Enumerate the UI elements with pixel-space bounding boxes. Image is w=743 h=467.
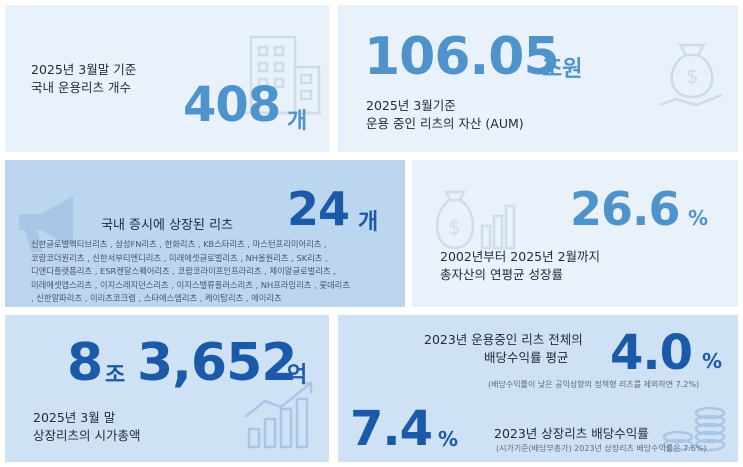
panel6-unit2: % bbox=[438, 427, 459, 451]
listed-reits-panel: 국내 증시에 상장된 리츠 24 개 신한글로벌액티브리츠 , 삼성FN리츠 ,… bbox=[5, 160, 405, 307]
panel5-line1: 2025년 3월 말 bbox=[33, 410, 116, 425]
names-line: 코람코더원리츠 , 신한서부티엔디리츠 , 미래에셋글로벌리츠 , NH올원리츠… bbox=[31, 252, 328, 263]
panel4-value: 26.6 bbox=[570, 182, 680, 236]
panel6-unit: % bbox=[702, 349, 723, 373]
panel1-line2: 국내 운용리츠 개수 bbox=[31, 80, 131, 95]
panel5-line2: 상장리츠의 시가총액 bbox=[33, 428, 141, 443]
panel2-unit: 조원 bbox=[542, 57, 583, 82]
growth-chart-icon bbox=[244, 381, 313, 449]
market-cap-panel: 8 조 3,652 억 2025년 3월 말 상장리츠의 시가총액 bbox=[5, 315, 329, 462]
panel5-unit-b: 억 bbox=[287, 363, 308, 388]
panel1-value: 408 bbox=[183, 77, 281, 133]
panel1-unit: 개 bbox=[287, 109, 308, 134]
panel1-line1: 2025년 3월말 기준 bbox=[31, 62, 137, 77]
svg-text:$: $ bbox=[448, 215, 461, 239]
coins-icon bbox=[662, 406, 726, 452]
dividend-yield-panel: 2023년 운용중인 리츠 전체의 배당수익률 평균 4.0 % (배당수익률이… bbox=[338, 315, 738, 462]
panel4-unit: % bbox=[688, 206, 709, 230]
panel2-line2: 운용 중인 리츠의 자산 (AUM) bbox=[366, 116, 524, 131]
growth-rate-panel: $ 26.6 % 2002년부터 2025년 2월까지 총자산의 연평균 성장률 bbox=[412, 160, 738, 307]
names-line: 미래에셋맵스리츠 , 이지스레지던스리츠 , 이지스밸류플러스리츠 , NH프라… bbox=[31, 279, 350, 290]
listed-reits-names: 신한글로벌액티브리츠 , 삼성FN리츠 , 한화리츠 , KB스타리츠 , 마스… bbox=[31, 238, 361, 306]
panel6-note2: (시가기준(배당부총가) 2023년 상장리츠 배당수익률은 7.6%) bbox=[496, 444, 707, 453]
svg-text:$: $ bbox=[686, 64, 699, 88]
panel3-title: 국내 증시에 상장된 리츠 bbox=[101, 218, 233, 233]
aum-assets-panel: $ 106.05 조원 2025년 3월기준 운용 중인 리츠의 자산 (AUM… bbox=[338, 5, 738, 152]
panel2-value: 106.05 bbox=[364, 27, 560, 87]
panel5-value-b: 3,652 bbox=[137, 333, 297, 393]
panel6-line2: 배당수익률 평균 bbox=[484, 350, 569, 365]
panel2-line1: 2025년 3월기준 bbox=[366, 98, 456, 113]
money-hand-icon: $ bbox=[659, 43, 723, 107]
megaphone-icon bbox=[19, 196, 73, 252]
panel3-unit: 개 bbox=[358, 210, 379, 235]
money-bag-chart-icon: $ bbox=[435, 190, 516, 250]
panel6-value: 4.0 bbox=[610, 325, 693, 381]
panel5-value-a: 8 bbox=[67, 333, 103, 393]
names-line: 디앤디플랫폼리츠 , ESR켄달스퀘어리츠 , 코람코라이프인프라리츠 , 제이… bbox=[31, 266, 336, 276]
aum-count-panel: 2025년 3월말 기준 국내 운용리츠 개수 408 개 bbox=[5, 5, 329, 152]
names-line: 신한글로벌액티브리츠 , 삼성FN리츠 , 한화리츠 , KB스타리츠 , 마스… bbox=[31, 239, 327, 249]
panel6-line3: 2023년 상장리츠 배당수익률 bbox=[494, 426, 649, 441]
panel6-value2: 7.4 bbox=[350, 401, 433, 457]
panel5-unit-a: 조 bbox=[105, 363, 126, 388]
panel4-line1: 2002년부터 2025년 2월까지 bbox=[440, 249, 601, 264]
panel3-value: 24 bbox=[287, 182, 350, 236]
building-icon bbox=[241, 35, 321, 115]
names-line: , 신한알파리츠 , 이리츠코크렙 , 스타에스엠리츠 , 케이탑리츠 , 에이… bbox=[31, 293, 282, 303]
panel6-note: (배당수익률이 낮은 공익성향의 정책형 리츠를 제외하면 7.2%) bbox=[488, 380, 700, 389]
panel6-line1: 2023년 운용중인 리츠 전체의 bbox=[424, 332, 583, 347]
panel4-line2: 총자산의 연평균 성장률 bbox=[440, 267, 563, 282]
